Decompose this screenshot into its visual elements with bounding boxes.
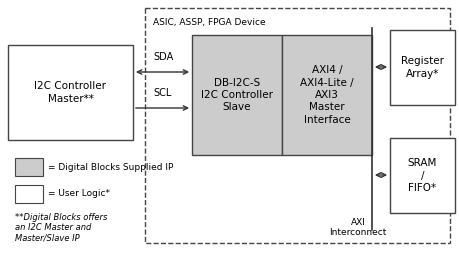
Text: = User Logic*: = User Logic* — [48, 190, 110, 198]
Text: DB-I2C-S
I2C Controller
Slave: DB-I2C-S I2C Controller Slave — [201, 78, 273, 112]
Bar — [390, 30, 455, 105]
Bar — [390, 138, 455, 213]
Bar — [15, 185, 43, 203]
Text: SCL: SCL — [154, 88, 172, 98]
Text: SDA: SDA — [153, 52, 173, 62]
Text: AXI4 /
AXI4-Lite /
AXI3
Master
Interface: AXI4 / AXI4-Lite / AXI3 Master Interface — [300, 65, 354, 125]
Bar — [8, 45, 133, 140]
Text: I2C Controller
Master**: I2C Controller Master** — [34, 81, 106, 104]
Bar — [282, 35, 372, 155]
Text: SRAM
/
FIFO*: SRAM / FIFO* — [408, 158, 437, 193]
Text: = Digital Blocks Supplied IP: = Digital Blocks Supplied IP — [48, 162, 174, 171]
Bar — [145, 8, 450, 243]
Bar — [15, 158, 43, 176]
Bar — [192, 35, 282, 155]
Text: **Digital Blocks offers
an I2C Master and
Master/Slave IP: **Digital Blocks offers an I2C Master an… — [15, 213, 107, 243]
Text: Register
Array*: Register Array* — [401, 56, 444, 79]
Text: ASIC, ASSP, FPGA Device: ASIC, ASSP, FPGA Device — [153, 18, 266, 27]
Text: AXI
Interconnect: AXI Interconnect — [329, 218, 386, 238]
